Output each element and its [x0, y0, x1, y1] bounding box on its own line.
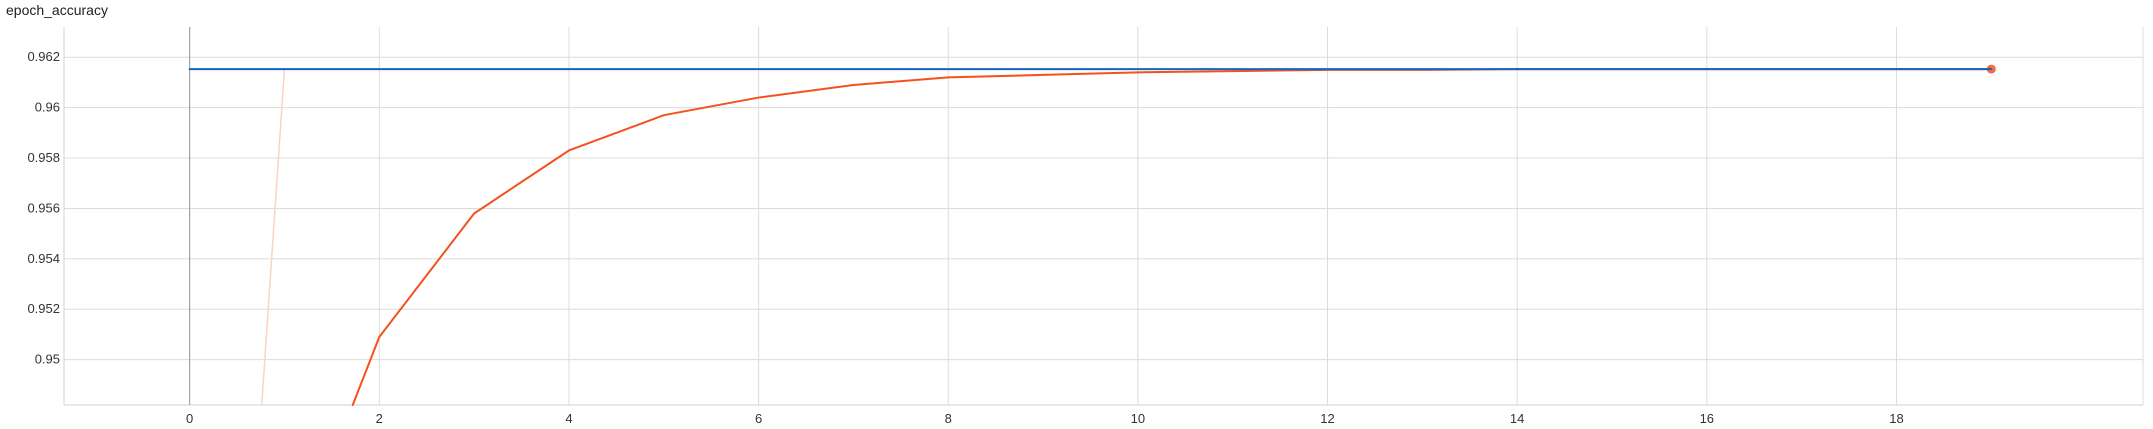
y-tick-label: 0.96: [35, 100, 60, 115]
y-tick-label: 0.954: [27, 251, 60, 266]
x-tick-label: 14: [1510, 411, 1524, 426]
chart-title: epoch_accuracy: [6, 2, 108, 18]
x-tick-labels: 0 2 4 6 8 10 12 14 16 18: [186, 411, 1904, 426]
y-tick-label: 0.962: [27, 49, 60, 64]
x-tick-label: 12: [1320, 411, 1334, 426]
raw-series-line: [260, 68, 286, 406]
x-tick-label: 16: [1700, 411, 1714, 426]
x-tick-label: 8: [945, 411, 952, 426]
grid-layer: [64, 27, 2143, 405]
x-tick-label: 6: [755, 411, 762, 426]
x-tick-label: 2: [376, 411, 383, 426]
y-tick-labels: 0.95 0.952 0.954 0.956 0.958 0.96 0.962: [27, 49, 60, 366]
y-tick-label: 0.952: [27, 301, 60, 316]
y-tick-label: 0.95: [35, 352, 60, 367]
smoothed-series-line: [351, 68, 1993, 406]
axis-layer: [63, 27, 2144, 406]
y-tick-label: 0.958: [27, 150, 60, 165]
y-tick-label: 0.956: [27, 200, 60, 215]
x-tick-label: 18: [1889, 411, 1903, 426]
x-tick-label: 10: [1131, 411, 1145, 426]
x-tick-label: 4: [565, 411, 572, 426]
series-layer: [188, 64, 1996, 406]
x-tick-label: 0: [186, 411, 193, 426]
